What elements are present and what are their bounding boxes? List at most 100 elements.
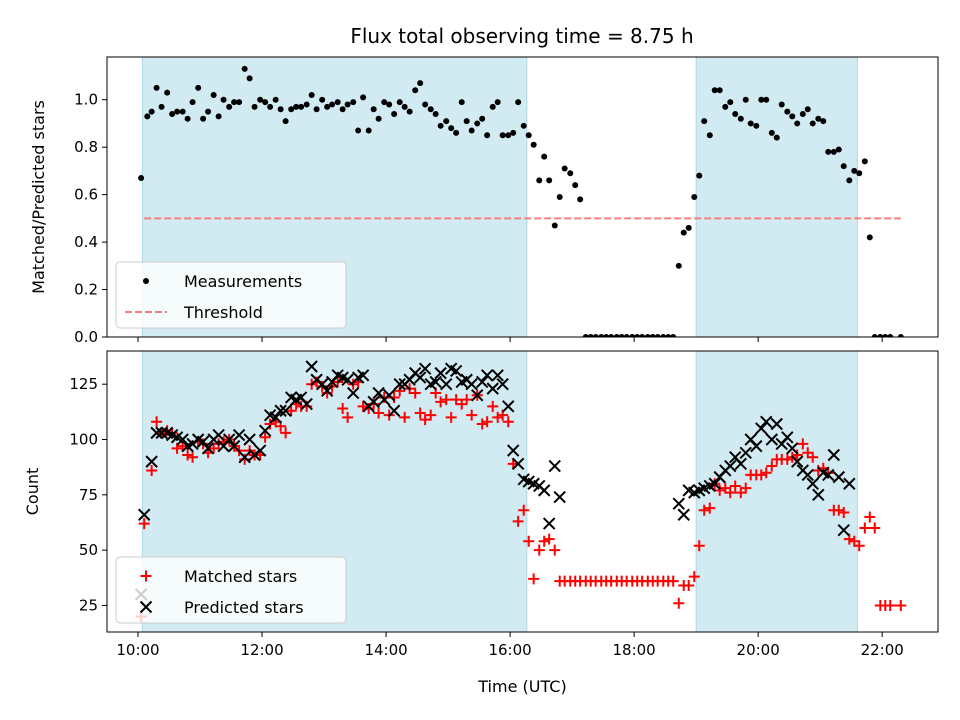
data-point (496, 377, 509, 391)
data-point (688, 571, 700, 583)
data-point (357, 400, 369, 412)
legend-box (115, 261, 347, 329)
data-point (675, 262, 682, 269)
data-point (226, 103, 233, 110)
data-point (468, 127, 475, 134)
data-point (448, 125, 455, 132)
data-point (264, 418, 276, 430)
data-point (277, 106, 284, 113)
data-point (471, 389, 484, 402)
data-point (274, 404, 287, 417)
data-point (212, 428, 225, 442)
data-point (667, 575, 679, 587)
data-point (356, 369, 370, 382)
data-point (724, 487, 736, 499)
data-point (551, 222, 558, 229)
data-point (864, 511, 876, 523)
data-point (440, 394, 452, 406)
data-point (538, 535, 550, 547)
data-point (670, 334, 677, 337)
data-point (285, 405, 297, 417)
data-point (830, 148, 837, 155)
data-point (267, 103, 274, 110)
data-point (742, 96, 749, 103)
data-point (851, 167, 858, 174)
data-point (355, 127, 362, 134)
y-tick-label: 0.6 (74, 186, 98, 204)
data-point (691, 194, 698, 200)
x-tick-label: 14:00 (364, 641, 407, 659)
data-point (683, 580, 695, 592)
data-point (298, 103, 305, 110)
data-point (815, 115, 822, 122)
data-point (148, 108, 155, 115)
data-point (246, 75, 253, 82)
data-point (623, 334, 630, 337)
data-point (556, 194, 563, 200)
data-point (169, 110, 176, 117)
data-point (458, 99, 465, 106)
data-point (520, 122, 527, 129)
data-point (778, 101, 785, 108)
data-point (422, 101, 429, 108)
data-point (799, 110, 806, 117)
data-point (272, 96, 279, 103)
data-point (320, 384, 334, 398)
y-tick-label: 100 (69, 431, 98, 449)
data-point (856, 170, 863, 177)
data-point (760, 467, 772, 479)
data-point (288, 106, 295, 113)
data-point (561, 165, 568, 172)
data-point (474, 120, 481, 127)
data-point (781, 453, 793, 465)
data-point (505, 132, 512, 139)
data-point (804, 106, 811, 113)
data-point (187, 451, 199, 463)
data-point (644, 334, 651, 337)
x-tick-label: 22:00 (861, 641, 904, 659)
data-point (381, 99, 388, 106)
data-point (391, 110, 398, 117)
data-point (724, 459, 737, 473)
x-tick-label: 20:00 (737, 641, 780, 659)
data-point (155, 426, 168, 440)
data-point (479, 115, 486, 122)
data-point (542, 517, 556, 530)
data-point (822, 468, 835, 482)
x-tick-label: 18:00 (613, 641, 656, 659)
data-point (833, 504, 845, 516)
data-point (672, 497, 685, 510)
data-point (680, 229, 687, 236)
data-point (189, 99, 196, 106)
x-tick-label: 12:00 (240, 641, 283, 659)
data-point (838, 507, 850, 519)
data-point (476, 418, 488, 430)
data-point (440, 377, 453, 391)
data-point (138, 518, 150, 530)
data-point (145, 455, 158, 468)
data-point (714, 484, 726, 496)
legend-label: Threshold (183, 303, 263, 322)
data-point (812, 488, 825, 502)
y-tick-label: 0.0 (74, 328, 98, 346)
data-point (523, 535, 535, 547)
data-point (334, 99, 341, 106)
data-point (313, 106, 320, 113)
data-point (346, 386, 360, 400)
data-point (300, 397, 313, 411)
data-point (449, 364, 463, 378)
data-point (572, 182, 579, 189)
data-point (846, 177, 853, 184)
data-point (784, 108, 791, 115)
data-point (639, 334, 646, 337)
data-point (515, 99, 522, 106)
data-point (484, 132, 491, 139)
legend: Measurements Threshold (115, 261, 347, 329)
data-point (897, 334, 904, 337)
data-point (734, 457, 748, 471)
x-axis-label: Time (UTC) (477, 677, 566, 696)
data-point (511, 457, 525, 471)
data-point (382, 389, 396, 402)
y-tick-label: 50 (79, 541, 98, 559)
data-point (698, 504, 710, 516)
